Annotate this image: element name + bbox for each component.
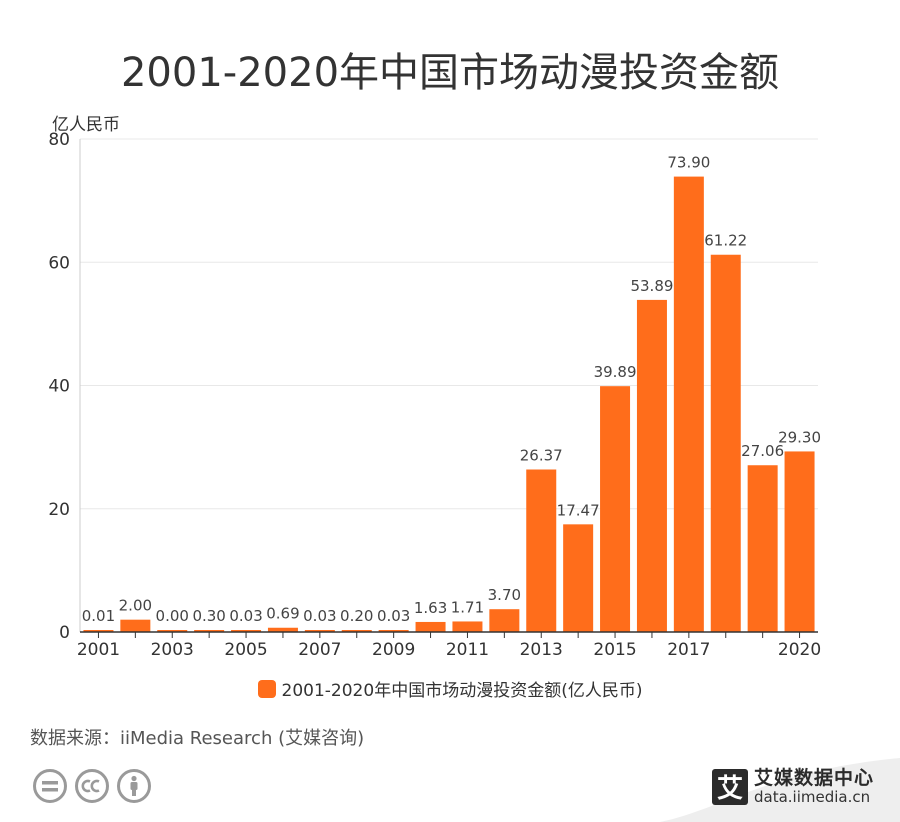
brand-logo-mark: 艾 [712,768,748,805]
bar [784,451,815,632]
legend-swatch [257,679,276,698]
bar [415,621,446,632]
bar-value-label: 0.03 [303,607,336,625]
bar-value-label: 73.90 [667,154,710,172]
x-tick-label: 2013 [520,640,563,660]
bar-value-label: 27.06 [741,442,784,460]
bar-value-label: 26.37 [520,446,563,464]
source-note: 数据来源：iiMedia Research (艾媒咨询) [30,728,365,749]
bar [673,176,704,632]
bar-value-label: 29.30 [778,428,821,446]
bar-value-label: 53.89 [630,277,673,295]
x-tick-label: 2020 [778,640,821,660]
legend-label: 2001-2020年中国市场动漫投资金额(亿人民币) [281,681,643,701]
license-icons [32,768,152,804]
bar-value-label: 0.30 [192,607,225,625]
bar-value-label: 0.69 [266,605,299,623]
x-tick-label: 2003 [151,640,194,660]
brand-url: data.iimedia.cn [754,787,871,806]
brand-name: 艾媒数据中心 [754,767,875,789]
x-tick-label: 2017 [667,640,710,660]
bar [194,630,225,632]
cc-icon [75,769,109,803]
y-tick-label: 80 [48,130,70,150]
bar [710,254,741,632]
bar [600,386,631,632]
bar-value-label: 0.03 [377,607,410,625]
bar [157,630,188,632]
bar-value-label: 1.63 [414,599,447,617]
bar-value-label: 0.03 [229,607,262,625]
bar [378,630,409,632]
y-tick-label: 60 [48,253,70,273]
bar-value-label: 61.22 [704,232,747,250]
bar-value-label: 0.01 [82,607,115,625]
y-axis-unit-label: 亿人民币 [52,115,120,135]
y-tick-label: 0 [59,623,70,643]
brand-background [660,758,900,822]
bar [267,627,298,632]
bar [304,630,335,632]
x-tick-label: 2009 [372,640,415,660]
bar-value-label: 0.00 [156,607,189,625]
x-tick-label: 2005 [224,640,267,660]
bar-value-label: 3.70 [488,586,521,604]
chart-title: 2001-2020年中国市场动漫投资金额 [120,50,780,96]
bar [747,465,778,632]
x-tick-label: 2011 [446,640,489,660]
bar-value-label: 17.47 [557,501,600,519]
cc-by-person-icon [117,769,151,803]
bar [231,630,262,632]
x-tick-label: 2007 [298,640,341,660]
bar [452,621,483,632]
x-tick-label: 2015 [593,640,636,660]
bar-value-label: 0.20 [340,607,373,625]
bar [563,524,594,632]
bar [526,469,557,632]
bar-value-label: 2.00 [119,597,152,615]
bar [341,630,372,632]
bar-value-label: 1.71 [451,598,484,616]
cc-equal-icon [33,769,67,803]
x-tick-label: 2001 [77,640,120,660]
y-tick-label: 40 [48,377,70,397]
y-tick-label: 20 [48,500,70,520]
legend[interactable]: 2001-2020年中国市场动漫投资金额(亿人民币) [0,676,900,701]
brand-logo: 艾 艾媒数据中心 data.iimedia.cn [712,768,874,805]
bar [489,609,520,632]
bar-value-label: 39.89 [594,363,637,381]
bar [120,619,151,632]
bar [636,299,667,632]
bar [83,630,114,632]
